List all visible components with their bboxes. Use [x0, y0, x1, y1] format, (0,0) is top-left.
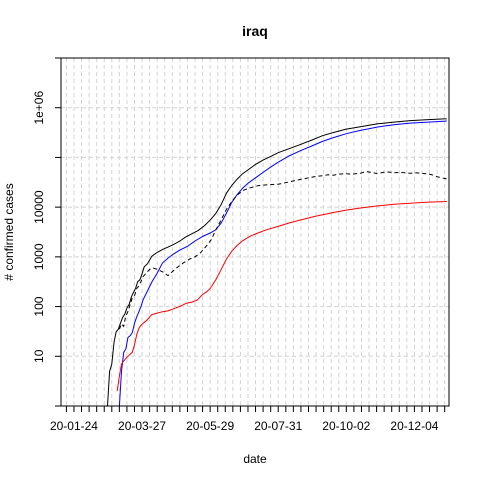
series-line-3	[118, 170, 447, 330]
x-tick-label: 20-01-24	[50, 419, 98, 433]
y-axis-label: # confirmed cases	[2, 183, 16, 280]
y-tick-label: 1e+06	[32, 91, 46, 125]
series-group	[107, 118, 447, 407]
y-tick-label: 1000	[32, 243, 46, 270]
y-tick-label: 10	[32, 349, 46, 363]
series-line-4	[116, 201, 447, 392]
y-axis: 10 100 1000 10000 1e+06	[32, 57, 61, 407]
plot-frame	[60, 57, 450, 407]
x-tick-label: 20-07-31	[254, 419, 302, 433]
y-tick-label: 10000	[32, 190, 46, 224]
series-line-1	[107, 118, 447, 407]
x-tick-label: 20-12-04	[390, 419, 438, 433]
x-tick-label: 20-10-02	[322, 419, 370, 433]
chart-title: iraq	[242, 23, 268, 39]
x-axis: 20-01-24 20-03-27 20-05-29 20-07-31 20-10-02…	[50, 406, 446, 433]
y-tick-label: 100	[32, 296, 46, 316]
x-axis-label: date	[243, 452, 267, 466]
x-tick-label: 20-05-29	[186, 419, 234, 433]
grid	[61, 57, 449, 407]
x-tick-label: 20-03-27	[118, 419, 166, 433]
series-line-2	[118, 120, 447, 407]
